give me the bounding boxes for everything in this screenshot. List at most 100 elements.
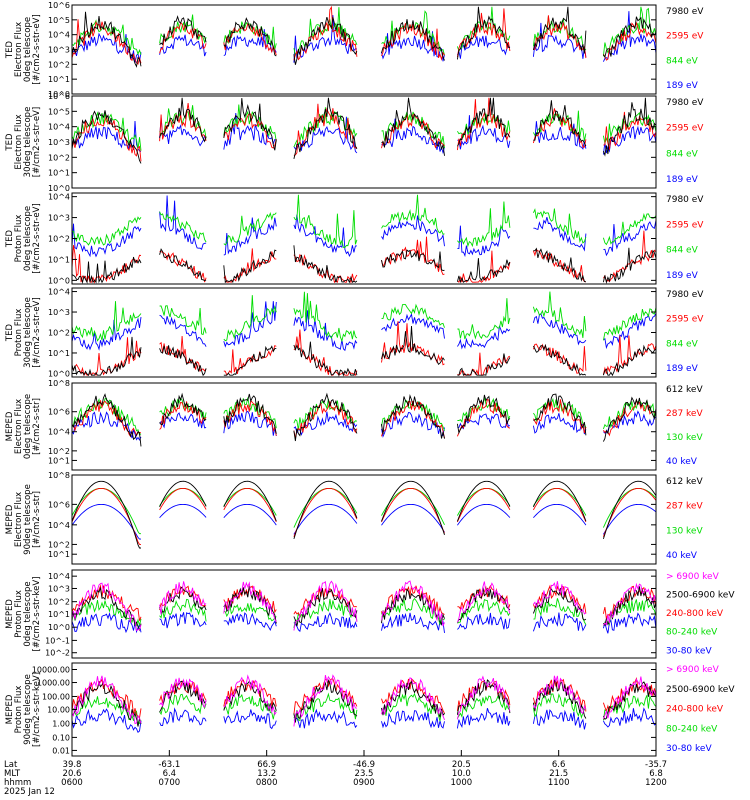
panel-ylabel-line: Proton Flux [14, 590, 24, 638]
legend-entry: 30-80 keV [666, 744, 712, 754]
xtick-label: 10.0 [452, 769, 471, 779]
panel-3: 10^0 10^1 10^2 10^3 10^4 TED Proton Flux 0deg t… [5, 192, 704, 285]
ytick-label: 1.00 [52, 719, 70, 728]
ytick-label: 10^3 [48, 584, 70, 593]
panel-ylabel-line: Proton Flux [14, 309, 24, 357]
legend-entry: 844 eV [666, 339, 699, 349]
ytick-label: 10^0 [48, 184, 70, 193]
series-line [71, 97, 657, 162]
legend-entry: 7980 eV [666, 7, 704, 17]
ytick-label: 100.00 [42, 692, 70, 701]
ytick-label: 10^0 [48, 369, 70, 378]
panel-ylabel-line: Electron Flux [14, 492, 24, 547]
panel-ylabel-line: Electron Flux [14, 399, 24, 454]
panel-6: 10^110^2 10^4 10^6 10^8 MEPED Electron Flux 90… [5, 471, 703, 565]
ytick-label: 0.10 [52, 733, 70, 742]
legend-entry: 189 eV [666, 175, 699, 185]
ytick-label: 10^0 [48, 276, 70, 285]
xtick-label: 6.8 [649, 769, 663, 779]
ytick-label: 10.00 [47, 706, 70, 715]
series-line [71, 325, 657, 377]
panel-frame [71, 382, 657, 471]
legend-entry: 130 keV [666, 526, 703, 536]
series-line [71, 692, 657, 724]
xtick-label: 1000 [451, 778, 473, 788]
legend-entry: 80-240 keV [666, 724, 718, 734]
xtick-label: 6.4 [163, 769, 177, 779]
ytick-label: 10^6 [48, 1, 70, 10]
legend-entry: 40 keV [666, 551, 698, 561]
ytick-label: 10^2 [48, 447, 70, 456]
legend-entry: 189 eV [666, 364, 699, 374]
legend-entry: 7980 eV [666, 98, 704, 108]
panel-ylabel-line: 0deg telescope [23, 581, 33, 646]
ytick-label: 10^1 [48, 169, 70, 178]
xtick-label: 23.5 [355, 769, 374, 779]
ytick-label: 10^4 [48, 193, 70, 202]
panel-ylabel-line: MEPED [5, 694, 15, 724]
series-line [71, 97, 657, 164]
series-line [71, 487, 657, 545]
ytick-label: 10^2 [48, 329, 70, 338]
ytick-label: 10^3 [48, 308, 70, 317]
ytick-label: 10^2 [48, 153, 70, 162]
ytick-label: 10^4 [48, 572, 70, 581]
series-line [71, 291, 657, 343]
panel-ylabel-line: Electron Flux [14, 22, 24, 77]
xaxis-row-label: hhmm [4, 778, 31, 788]
ytick-label: 10^1 [48, 456, 70, 465]
panel-ylabel-line: MEPED [5, 504, 15, 534]
date-label: 2025 Jan 12 [4, 787, 55, 797]
ytick-label: 10^0 [48, 90, 70, 99]
ytick-label: 10^-2 [45, 649, 70, 658]
series-line [71, 5, 657, 65]
ytick-label: 10^4 [48, 428, 70, 437]
series-line [71, 597, 657, 628]
xtick-label: 66.9 [257, 760, 276, 770]
panel-ylabel-line: 90deg telescope [23, 484, 33, 555]
series-line [71, 392, 657, 447]
panel-2: 10^0 10^1 10^2 10^3 10^4 10^5 10^6 TED Electron … [5, 92, 704, 193]
legend-entry: 844 eV [666, 149, 699, 159]
panel-5: 10^110^2 10^4 10^6 10^8 MEPED Electron Flux 0d… [5, 379, 703, 471]
legend-entry: 2595 eV [666, 124, 704, 134]
legend-entry: 612 keV [666, 477, 703, 487]
ytick-label: 10^3 [48, 214, 70, 223]
panel-ylabel-line: MEPED [5, 411, 15, 441]
legend-entry: 2595 eV [666, 220, 704, 230]
legend-entry: 240-800 keV [666, 705, 724, 715]
panel-ylabel-line: 90deg telescope [23, 674, 33, 745]
panel-frame [71, 569, 657, 659]
ytick-label: 10^-1 [45, 636, 70, 645]
panel-ylabel-line: 0deg telescope [23, 17, 33, 82]
ytick-label: 10000.00 [32, 666, 70, 675]
ytick-label: 10^6 [48, 408, 70, 417]
xtick-label: 0800 [256, 778, 278, 788]
legend-entry: 80-240 keV [666, 628, 718, 638]
xtick-label: 21.5 [549, 769, 568, 779]
xtick-label: 13.2 [257, 769, 276, 779]
series-line [71, 11, 657, 64]
xtick-label: 39.8 [63, 760, 82, 770]
panel-ylabel-line: TED [5, 133, 15, 152]
panel-ylabel-line: MEPED [5, 599, 15, 629]
legend-entry: > 6900 keV [666, 572, 720, 582]
series-line [71, 195, 657, 258]
ytick-label: 10^4 [48, 521, 70, 530]
legend-entry: 2500-6900 keV [666, 685, 735, 695]
panel-8: 0.01 0.10 1.00 10.00 100.00 1000.00 10000.00 ME… [5, 662, 735, 757]
panel-frame [71, 662, 657, 757]
xtick-label: 20.5 [452, 760, 471, 770]
xtick-label: -35.7 [645, 760, 667, 770]
series-line [71, 6, 657, 68]
ytick-label: 10^2 [48, 540, 70, 549]
ytick-label: 10^4 [48, 31, 70, 40]
legend-entry: 612 keV [666, 385, 703, 395]
legend-entry: 40 keV [666, 457, 698, 467]
panel-ylabel-line: Proton Flux [14, 686, 24, 734]
panel-ylabel-line: TED [5, 323, 15, 342]
ytick-label: 10^4 [48, 123, 70, 132]
panel-7: 10^-2 10^-1 10^0 10^1 10^2 10^3 10^4 MEPED Proto… [5, 569, 735, 659]
